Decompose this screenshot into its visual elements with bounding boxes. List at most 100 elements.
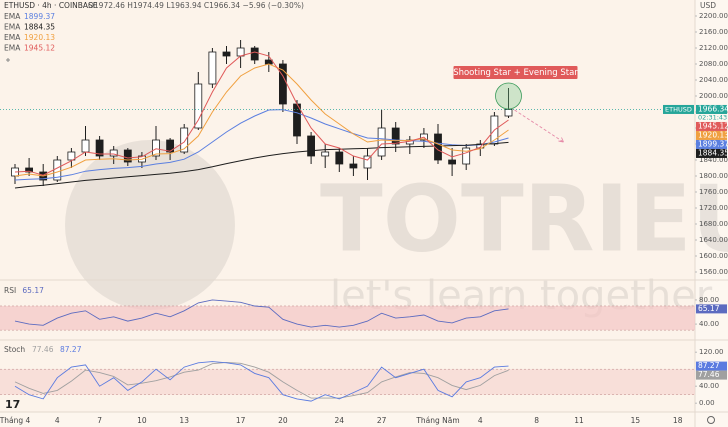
y-tick-label: 2160.00 — [699, 28, 728, 36]
y-tick-label: 1560.00 — [699, 268, 728, 276]
band — [0, 369, 695, 395]
candle-body — [363, 155, 372, 169]
tv-logo[interactable]: 17 — [5, 398, 20, 411]
symbol-tag-box — [663, 104, 694, 114]
legend-value: 1945.12 — [24, 44, 55, 53]
ema-value-label-box — [696, 130, 727, 140]
projection-arrow-head — [558, 137, 564, 143]
currency: USD — [700, 1, 716, 10]
candle-body — [264, 59, 273, 65]
ema-line — [14, 109, 509, 181]
ohlc: O1972.46 H1974.49 L1963.94 C1966.34 −5.9… — [88, 1, 304, 10]
x-tick-label: 10 — [137, 416, 147, 425]
plot-background — [0, 0, 695, 412]
y-tick-label: 1800.00 — [699, 172, 728, 180]
price-axis-background — [695, 0, 728, 427]
annotation-box — [453, 66, 578, 79]
y-tick-label: 2000.00 — [699, 92, 728, 100]
indicator-line — [14, 361, 509, 399]
candle-body — [462, 147, 471, 165]
legend-value: 1899.37 — [24, 12, 55, 21]
legend-collapse[interactable] — [6, 58, 10, 62]
y-tick-label: 1600.00 — [699, 252, 728, 260]
pane-title: RSI — [4, 286, 16, 295]
y-tick-label: 1640.00 — [699, 236, 728, 244]
ema-value-label-box — [696, 139, 727, 149]
y-tick-label: 80.00 — [699, 296, 719, 304]
y-tick-label: 2200.00 — [699, 12, 728, 20]
pane-title: Stoch — [4, 345, 25, 354]
x-tick-label: 11 — [574, 416, 584, 425]
indicator-line — [14, 299, 509, 328]
x-tick-label: 20 — [278, 416, 288, 425]
indicator-value-label: 65.17 — [698, 304, 720, 313]
ema-value-label-box — [696, 148, 727, 158]
y-tick-label: 40.00 — [699, 382, 719, 390]
annotation: Shooting Star + Evening Star — [453, 68, 578, 78]
x-tick-label: 18 — [673, 416, 683, 425]
indicator-line — [14, 361, 509, 402]
y-tick-label: 40.00 — [699, 320, 719, 328]
watermark: TOTRIEU let's learn together — [65, 140, 728, 319]
ema-value-label: 1945.12 — [698, 121, 728, 130]
y-tick-label: 2120.00 — [699, 44, 728, 52]
x-tick-label: Tháng Năm — [415, 416, 459, 425]
indicator-value-label-box — [696, 370, 727, 380]
indicator-value-label: 77.46 — [698, 370, 720, 379]
indicator-value-label: 87.27 — [698, 361, 720, 370]
candle-body — [377, 127, 386, 157]
x-tick-label: 15 — [631, 416, 641, 425]
y-tick-label: 1840.00 — [699, 156, 728, 164]
x-tick-label: 17 — [236, 416, 246, 425]
settings-icon[interactable] — [707, 416, 715, 424]
countdown: 02:31:43 — [698, 113, 727, 121]
x-tick-label: 4 — [55, 416, 60, 425]
x-tick-label: 8 — [534, 416, 539, 425]
candle-body — [391, 127, 400, 145]
pattern-highlight — [495, 82, 522, 110]
x-tick-label: 13 — [179, 416, 189, 425]
candle-body — [109, 149, 118, 157]
x-tick-label: 24 — [335, 416, 345, 425]
ema-value-label: 1884.35 — [698, 148, 728, 157]
y-tick-label: 0.00 — [699, 399, 715, 407]
candle-body — [321, 151, 330, 157]
y-tick-label: 120.00 — [699, 348, 724, 356]
candle-body — [152, 139, 160, 157]
x-tick-label: 4 — [478, 416, 483, 425]
candle-body — [67, 151, 76, 161]
y-tick-label: 1760.00 — [699, 188, 728, 196]
ema-line — [14, 141, 509, 189]
candle-body — [349, 163, 358, 169]
candle-body — [434, 133, 442, 161]
candle-body — [166, 139, 175, 153]
ema-value-label: 1920.13 — [698, 130, 728, 139]
x-tick-label: 27 — [377, 416, 387, 425]
ema-line — [14, 51, 509, 176]
ema-value-label: 1899.37 — [698, 139, 728, 148]
candle-body — [180, 127, 189, 153]
y-tick-label: 1720.00 — [699, 204, 728, 212]
candle-body — [123, 149, 132, 163]
indicator-value-label-box — [696, 304, 727, 314]
candle-body — [81, 139, 90, 153]
legend-name: EMA — [4, 12, 21, 21]
candle-body — [335, 151, 344, 165]
legend-name: EMA — [4, 44, 21, 53]
y-tick-label: 1680.00 — [699, 220, 728, 228]
candle-body — [222, 51, 231, 57]
candle-body — [448, 159, 457, 165]
candle-body — [307, 135, 316, 157]
watermark-brand: TOTRIEU — [320, 165, 728, 272]
candle-body — [250, 47, 259, 61]
last-price-label-box — [696, 104, 727, 114]
legend-name: EMA — [4, 33, 21, 42]
candle-body — [208, 51, 217, 85]
legend-value: 1920.13 — [24, 33, 55, 42]
last-price-label: 1966.34 — [698, 104, 728, 113]
legend-value: 65.17 — [22, 286, 44, 295]
legend-value: 1884.35 — [24, 23, 55, 32]
